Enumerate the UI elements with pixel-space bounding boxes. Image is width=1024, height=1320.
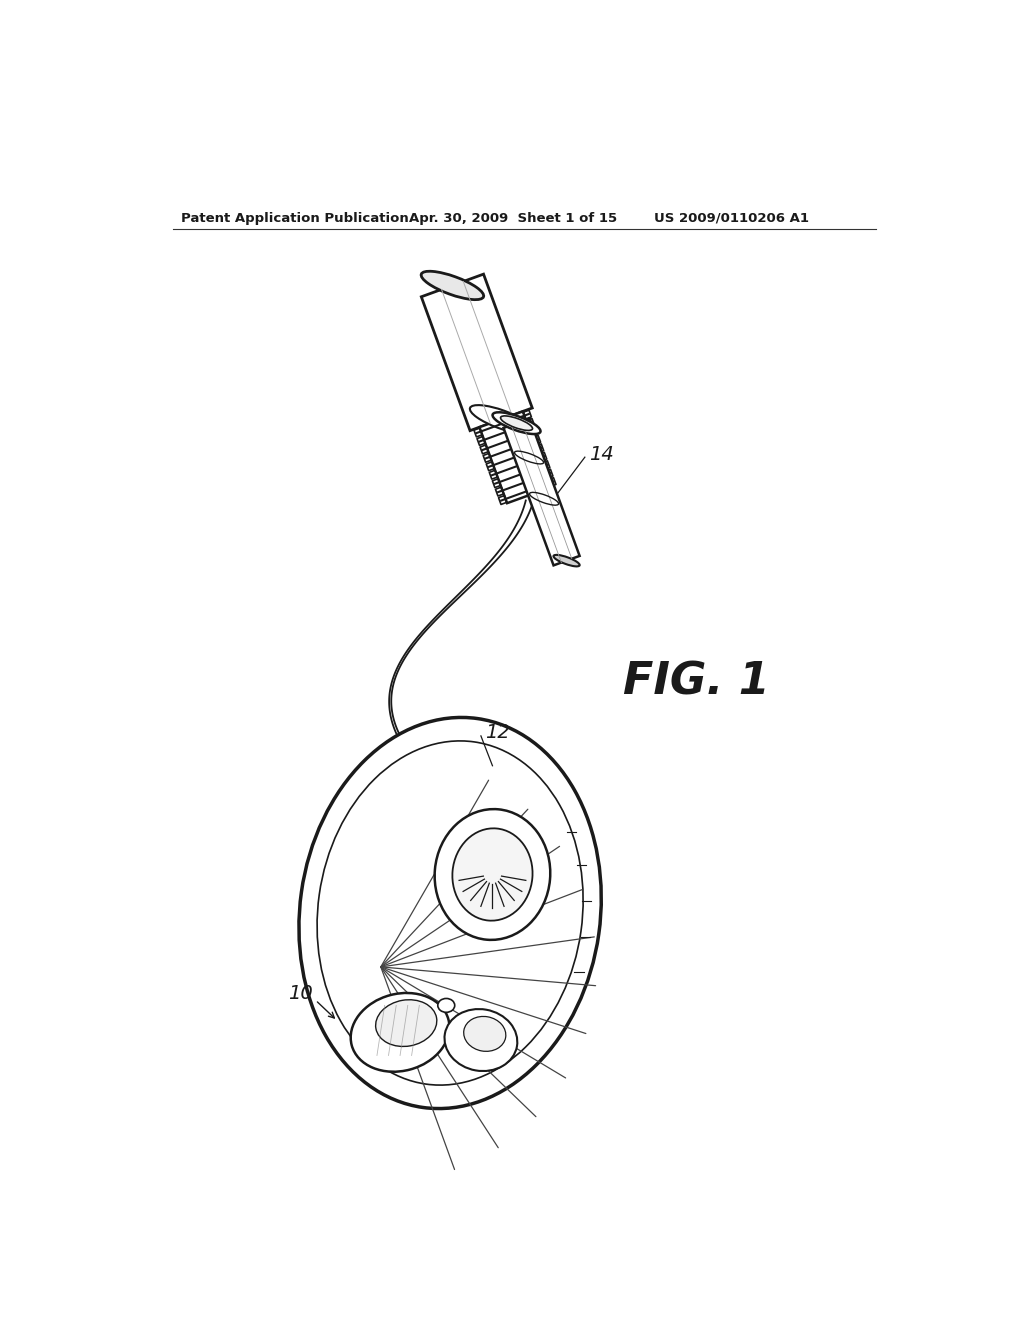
Ellipse shape bbox=[464, 1016, 506, 1051]
Ellipse shape bbox=[350, 993, 450, 1072]
Ellipse shape bbox=[493, 412, 541, 434]
Ellipse shape bbox=[444, 1008, 517, 1071]
Ellipse shape bbox=[504, 417, 529, 429]
Polygon shape bbox=[479, 412, 551, 503]
Polygon shape bbox=[421, 275, 532, 430]
Ellipse shape bbox=[453, 829, 532, 920]
Text: US 2009/0110206 A1: US 2009/0110206 A1 bbox=[654, 213, 809, 224]
Text: 12: 12 bbox=[484, 722, 510, 742]
Ellipse shape bbox=[501, 416, 532, 430]
Polygon shape bbox=[504, 418, 580, 565]
Ellipse shape bbox=[299, 718, 601, 1109]
Text: Patent Application Publication: Patent Application Publication bbox=[180, 213, 409, 224]
Ellipse shape bbox=[470, 405, 532, 433]
Text: 10: 10 bbox=[289, 985, 313, 1003]
Ellipse shape bbox=[376, 999, 437, 1047]
Ellipse shape bbox=[421, 271, 483, 300]
Text: 14: 14 bbox=[589, 445, 613, 465]
Ellipse shape bbox=[438, 998, 455, 1012]
Ellipse shape bbox=[434, 809, 550, 940]
Text: FIG. 1: FIG. 1 bbox=[624, 660, 770, 704]
Text: Apr. 30, 2009  Sheet 1 of 15: Apr. 30, 2009 Sheet 1 of 15 bbox=[410, 213, 617, 224]
Ellipse shape bbox=[554, 554, 580, 566]
